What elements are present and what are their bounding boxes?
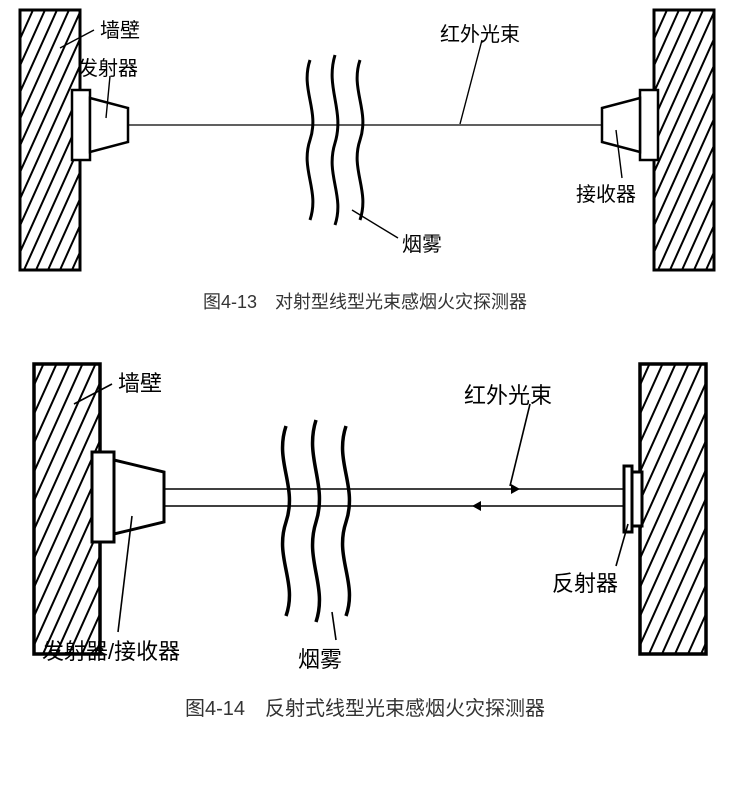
label-wall: 墙壁 [118,366,162,398]
label-emitter: 发射器 [78,52,138,81]
figure-4-13: 墙壁发射器 红外光束接收器烟雾 [0,0,730,280]
label-smoke: 烟雾 [402,228,442,257]
label-wall: 墙壁 [100,14,140,43]
figure-4-14: 墙壁 红外光束反射器发射器/接收器 烟雾 [0,354,730,684]
label-receiver: 接收器 [576,178,636,207]
spacer [0,314,730,354]
label-beam: 红外光束 [464,378,552,410]
label-transceiver: 发射器/接收器 [42,634,180,666]
label-reflector: 反射器 [552,566,618,598]
figure-4-13-caption: 图4-13 对射型线型光束感烟火灾探测器 [0,288,730,314]
label-beam: 红外光束 [440,18,520,47]
label-smoke: 烟雾 [298,642,342,674]
figure-4-14-caption: 图4-14 反射式线型光束感烟火灾探测器 [0,692,730,721]
